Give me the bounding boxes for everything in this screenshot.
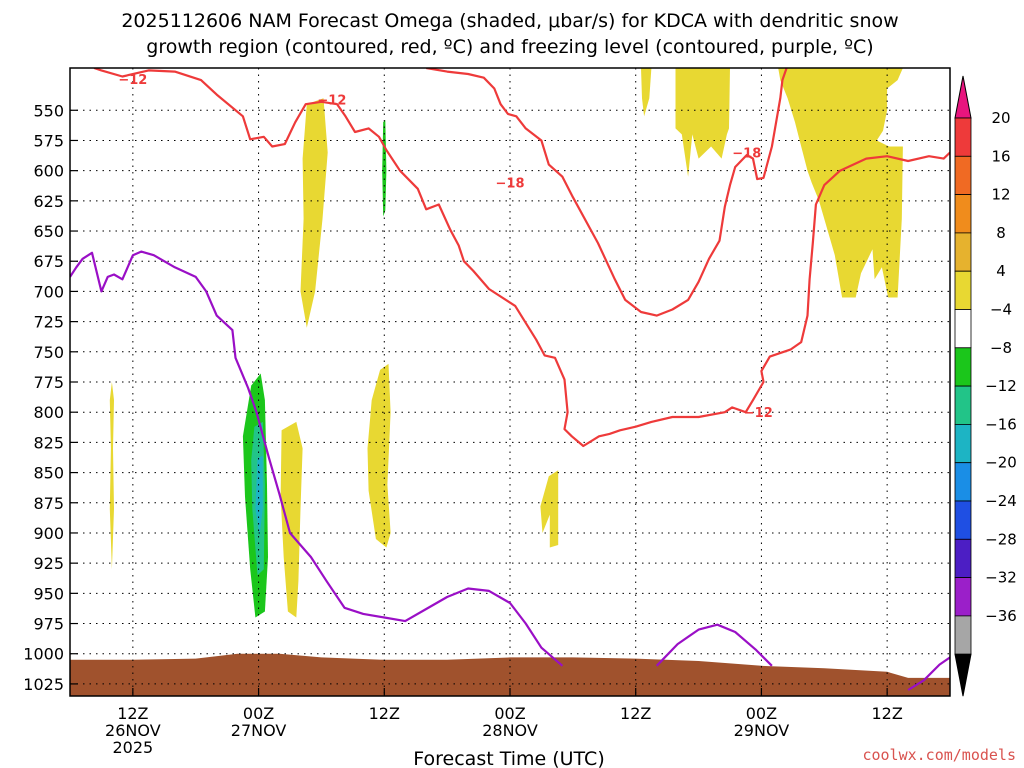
x-tick-label: 27NOV <box>231 721 287 740</box>
colorbar-label: −4 <box>990 301 1012 319</box>
y-tick-label: 1025 <box>23 675 64 694</box>
omega-region-7 <box>778 68 903 298</box>
y-tick-label: 650 <box>33 222 64 241</box>
colorbar-band <box>954 577 972 617</box>
colorbar-band <box>954 462 972 502</box>
colorbar-label: −24 <box>985 492 1017 510</box>
y-tick-label: 550 <box>33 101 64 120</box>
colorbar-label: 12 <box>991 186 1010 204</box>
credit-text: coolwx.com/models <box>862 746 1016 764</box>
colorbar-band <box>954 500 972 540</box>
y-tick-label: 1000 <box>23 645 64 664</box>
y-tick-label: 600 <box>33 162 64 181</box>
colorbar-band <box>954 385 972 425</box>
freezing-level-contour-2 <box>655 623 773 667</box>
x-tick-label: 00Z <box>746 704 777 723</box>
x-tick-label: 12Z <box>620 704 651 723</box>
x-tick-label: 28NOV <box>482 721 538 740</box>
omega-region-1 <box>300 98 328 328</box>
grid-lines <box>70 68 950 696</box>
colorbar-band <box>954 347 972 387</box>
colorbar-band <box>954 232 972 272</box>
colorbar-label: 20 <box>991 109 1010 127</box>
omega-region-3 <box>367 363 391 548</box>
omega-shaded-regions <box>109 68 903 618</box>
colorbar-label: −8 <box>990 339 1012 357</box>
chart-title-line-1: 2025112606 NAM Forecast Omega (shaded, μ… <box>121 10 898 32</box>
contour-lines <box>70 68 950 691</box>
colorbar-label: 16 <box>991 147 1010 165</box>
colorbar: 20 16 12 8 4 −4 −8 −12 −16 −20 −24 −28 −32 −36 <box>954 75 1017 697</box>
contour-label: −12 <box>118 73 147 88</box>
x-tick-label: 12Z <box>871 704 902 723</box>
y-tick-label: 625 <box>33 192 64 211</box>
y-tick-label: 750 <box>33 343 64 362</box>
colorbar-label: −32 <box>985 569 1017 587</box>
y-tick-label: 850 <box>33 464 64 483</box>
y-tick-label: 825 <box>33 433 64 452</box>
y-tick-label: 575 <box>33 131 64 150</box>
omega-region-11 <box>255 455 263 536</box>
y-tick-label: 950 <box>33 584 64 603</box>
omega-region-6 <box>675 68 730 177</box>
x-tick-label: 12Z <box>117 704 148 723</box>
colorbar-label: −12 <box>985 377 1017 395</box>
contour-label: −18 <box>496 177 525 192</box>
x-tick-label: 12Z <box>369 704 400 723</box>
contour-label: −12 <box>744 406 773 421</box>
colorbar-label: −36 <box>985 607 1017 625</box>
x-axis-label: Forecast Time (UTC) <box>413 748 604 768</box>
colorbar-label: 4 <box>996 262 1006 280</box>
x-tick-label: 29NOV <box>734 721 790 740</box>
omega-region-2 <box>280 421 303 618</box>
colorbar-band <box>954 538 972 578</box>
ground-area <box>70 653 950 696</box>
omega-region-0 <box>109 382 114 570</box>
colorbar-band <box>954 309 972 349</box>
omega-region-5 <box>641 68 652 117</box>
colorbar-top-cap <box>954 75 972 119</box>
omega-region-4 <box>540 470 559 548</box>
colorbar-band <box>954 117 972 157</box>
chart-title-line-2: growth region (contoured, red, ºC) and f… <box>146 36 873 58</box>
x-tick-label: 26NOV <box>105 721 161 740</box>
contour-labels: −12 −12 −18 −18 −12 <box>118 73 772 421</box>
dgz-contour-lower <box>426 68 788 317</box>
dgz-contour-upper <box>93 68 950 448</box>
colorbar-band <box>954 155 972 196</box>
y-tick-label: 775 <box>33 373 64 392</box>
y-axis: 550 575 600 625 650 675 700 725 750 775 800 825 850 8… <box>23 101 78 694</box>
freezing-level-contour-3 <box>907 656 950 691</box>
colorbar-bottom-cap <box>954 653 972 697</box>
x-tick-label: 00Z <box>243 704 274 723</box>
colorbar-band <box>954 194 972 234</box>
contour-label: −18 <box>732 147 761 162</box>
colorbar-label: 8 <box>996 224 1006 242</box>
x-tick-label: 2025 <box>112 738 153 757</box>
contour-label: −12 <box>317 93 346 108</box>
y-tick-label: 975 <box>33 615 64 634</box>
y-tick-label: 700 <box>33 282 64 301</box>
y-tick-label: 725 <box>33 313 64 332</box>
colorbar-label: −28 <box>985 530 1017 548</box>
colorbar-label: −20 <box>985 454 1017 472</box>
y-tick-label: 925 <box>33 554 64 573</box>
y-tick-label: 800 <box>33 403 64 422</box>
colorbar-band <box>954 423 972 464</box>
y-tick-label: 675 <box>33 252 64 271</box>
colorbar-band <box>954 270 972 310</box>
freezing-level-contour <box>70 250 564 667</box>
colorbar-label: −16 <box>985 415 1017 433</box>
y-tick-label: 875 <box>33 494 64 513</box>
colorbar-band <box>954 615 972 655</box>
x-tick-label: 00Z <box>494 704 525 723</box>
y-tick-label: 900 <box>33 524 64 543</box>
ground-layer <box>70 653 950 696</box>
